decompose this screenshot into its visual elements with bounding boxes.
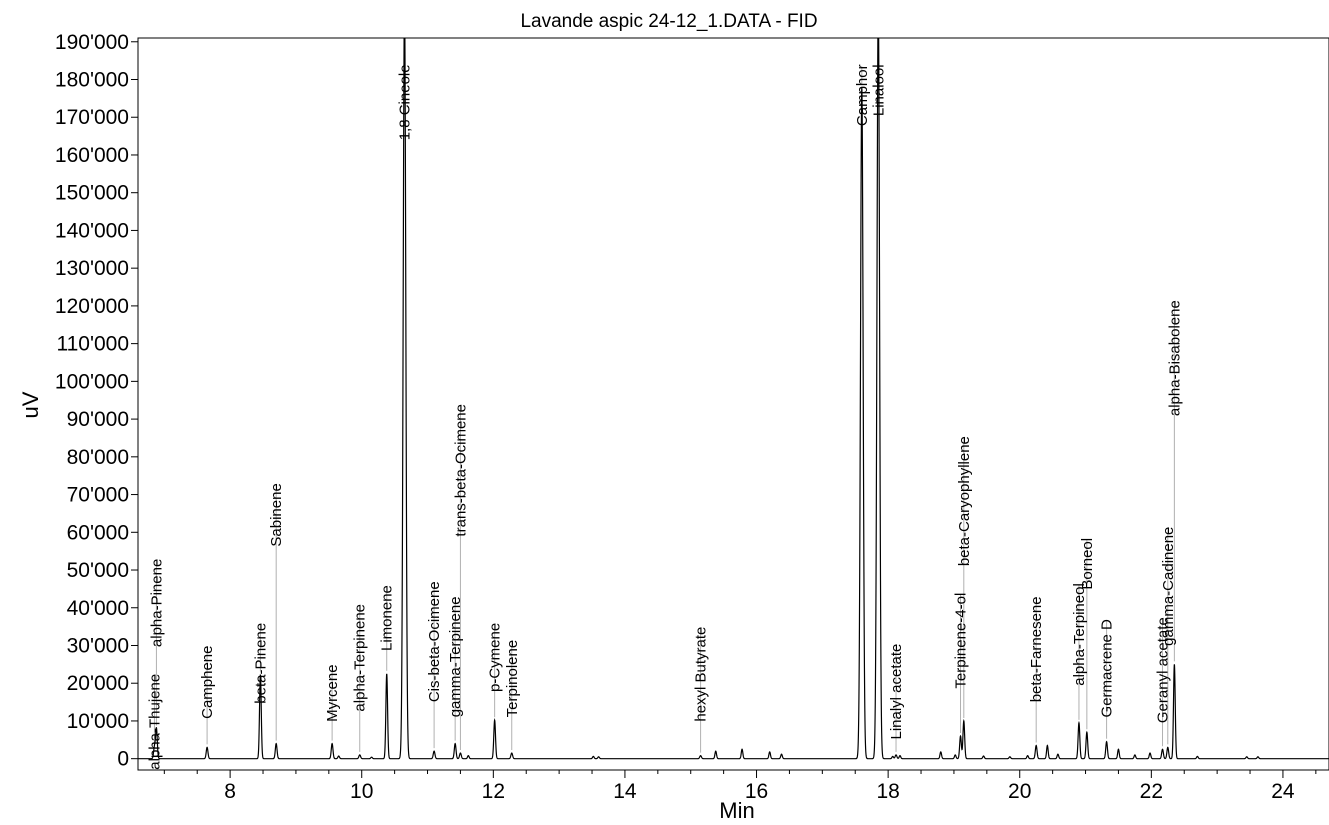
x-tick-label: 12	[482, 780, 505, 803]
y-tick-label: 180'000	[55, 69, 129, 92]
x-tick-label: 16	[745, 780, 768, 803]
peak-label: beta-Pinene	[252, 623, 269, 704]
peak-label: Terpinolene	[504, 640, 521, 718]
peak-label: gamma-Cadinene	[1160, 527, 1177, 646]
x-tick-label: 22	[1140, 780, 1163, 803]
y-tick-label: 20'000	[67, 672, 129, 695]
x-tick-label: 20	[1008, 780, 1031, 803]
y-tick-label: 10'000	[67, 710, 129, 733]
peak-label: 1,8 Cineole	[397, 64, 414, 140]
y-tick-label: 140'000	[55, 219, 129, 242]
y-tick-label: 30'000	[67, 634, 129, 657]
peak-label: Camphene	[199, 646, 216, 719]
y-tick-label: 120'000	[55, 295, 129, 318]
peak-label: trans-beta-Ocimene	[452, 404, 469, 537]
y-tick-label: 70'000	[67, 484, 129, 507]
peak-labels: alpha-Thujene alpha-Pinene Camphene beta-Pi…	[147, 64, 1184, 769]
peak-label-leaders	[153, 66, 1175, 753]
peak-label: alpha-Pinene	[148, 559, 165, 647]
y-tick-label: 80'000	[67, 446, 129, 469]
y-tick-label: 50'000	[67, 559, 129, 582]
peak-label: Germacrene D	[1099, 619, 1116, 718]
x-tick-label: 24	[1271, 780, 1295, 803]
peak-label: alpha-Terpineol	[1071, 583, 1088, 686]
x-axis-label: Min	[719, 798, 754, 823]
peak-label: alpha-Bisabolene	[1166, 300, 1183, 416]
y-tick-label: 160'000	[55, 144, 129, 167]
y-tick-label: 170'000	[55, 106, 129, 129]
peak-label: Geranyl acetate	[1155, 617, 1172, 723]
x-axis: 8 10 12 14 16 18 20 22 24	[163, 770, 1317, 803]
y-tick-label: 40'000	[67, 597, 129, 620]
y-tick-label: 90'000	[67, 408, 129, 431]
y-tick-label: 110'000	[56, 333, 129, 356]
y-tick-label: 190'000	[55, 31, 129, 54]
y-tick-label: 60'000	[67, 521, 129, 544]
peak-label: Myrcene	[324, 664, 341, 722]
y-tick-label: 130'000	[55, 257, 129, 280]
peak-label: alpha-Thujene	[147, 674, 164, 770]
x-tick-label: 18	[876, 780, 899, 803]
peak-label: alpha-Terpinene	[352, 604, 369, 712]
y-tick-label: 0	[117, 748, 129, 771]
y-axis-label: uV	[18, 391, 43, 418]
y-axis: 0 10'000 20'000 30'000 40'000 50'000 60'000 70'…	[55, 31, 138, 771]
x-tick-label: 14	[613, 780, 637, 803]
x-tick-label: 8	[224, 780, 236, 803]
peak-label: Borneol	[1079, 538, 1096, 590]
peak-label: Sabinene	[268, 483, 285, 546]
chart-title: Lavande aspic 24-12_1.DATA - FID	[520, 11, 817, 32]
peak-label: Terpinene-4-ol	[953, 593, 970, 689]
chromatogram-trace	[138, 38, 1329, 760]
y-tick-label: 100'000	[55, 370, 129, 393]
peak-label: hexyl Butyrate	[693, 627, 710, 722]
peak-label: Cis-beta-Ocimene	[426, 581, 443, 702]
peak-label: Linalyl acetate	[888, 644, 905, 740]
peak-label: beta-Farnesene	[1028, 596, 1045, 702]
plot-frame	[137, 37, 1329, 771]
peak-label: Camphor	[854, 64, 871, 126]
y-tick-label: 150'000	[55, 182, 129, 205]
peak-label: Limonene	[379, 585, 396, 651]
peak-label: gamma-Terpinene	[447, 596, 464, 717]
peak-label: beta-Caryophyllene	[956, 436, 973, 566]
x-tick-label: 10	[350, 780, 373, 803]
peak-label: p-Cymene	[487, 623, 504, 692]
peak-label: Linalool	[870, 64, 887, 116]
